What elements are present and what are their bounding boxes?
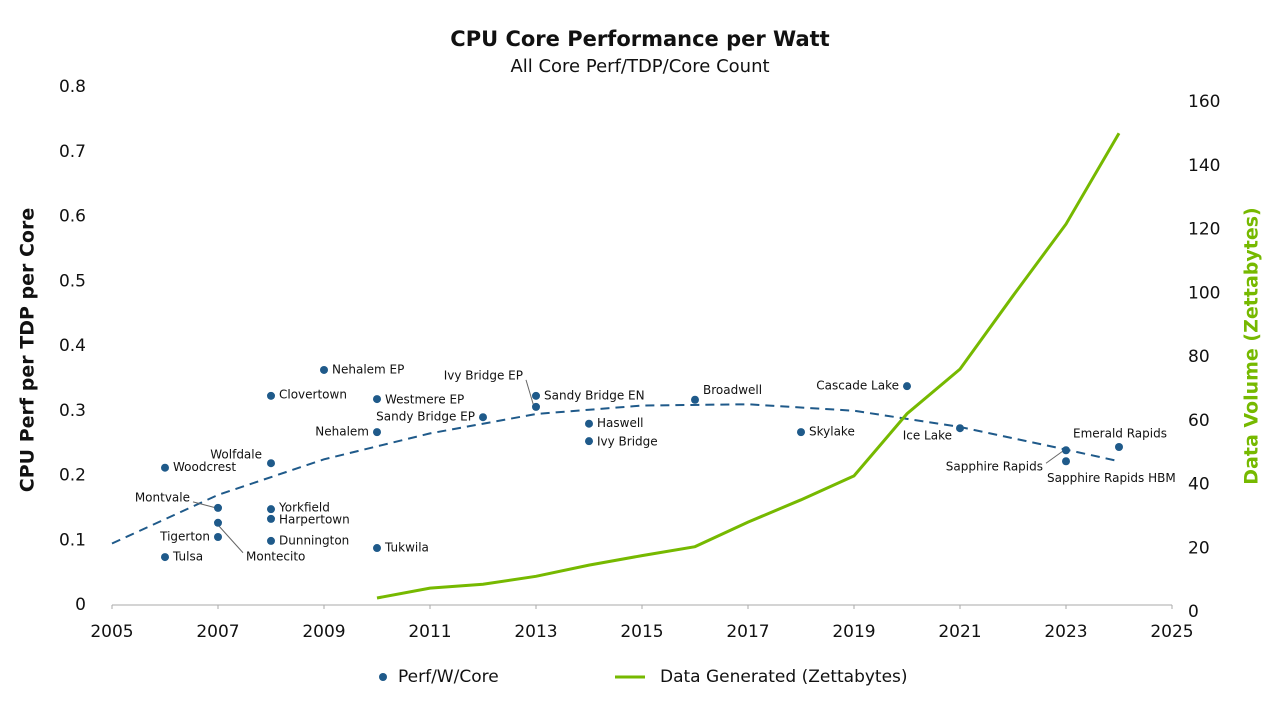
point-label: Clovertown xyxy=(279,387,347,401)
leader-line xyxy=(192,501,217,509)
data-point xyxy=(373,428,381,437)
data-point xyxy=(532,402,540,411)
data-point xyxy=(214,518,222,527)
trend-line xyxy=(111,403,1120,545)
x-tick-label: 2021 xyxy=(938,622,981,642)
data-line xyxy=(376,132,1121,600)
data-point xyxy=(214,503,222,512)
y2-axis-label: Data Volume (Zettabytes) xyxy=(1241,207,1263,484)
x-tick-label: 2009 xyxy=(302,622,345,642)
chart-subtitle: All Core Perf/TDP/Core Count xyxy=(510,56,769,77)
y2-tick-label: 160 xyxy=(1188,92,1220,112)
y2-tick-label: 20 xyxy=(1188,538,1210,558)
x-tick-label: 2007 xyxy=(196,622,239,642)
y2-tick-label: 140 xyxy=(1188,156,1220,176)
y-tick-label: 0.6 xyxy=(59,207,86,227)
x-tick-label: 2005 xyxy=(90,622,133,642)
legend-marker xyxy=(379,673,387,681)
data-point xyxy=(585,419,593,428)
data-point xyxy=(532,391,540,400)
y2-tick-label: 80 xyxy=(1188,347,1210,367)
y-tick-label: 0.3 xyxy=(59,401,86,421)
x-tick-label: 2025 xyxy=(1150,622,1193,642)
point-label: Tukwila xyxy=(384,541,429,555)
y2-tick-label: 40 xyxy=(1188,475,1210,495)
data-point xyxy=(691,395,699,404)
chart-title: CPU Core Performance per Watt xyxy=(450,27,829,51)
data-point xyxy=(161,553,169,562)
x-tick-label: 2019 xyxy=(832,622,875,642)
point-label: Ivy Bridge EP xyxy=(444,368,523,382)
y-axis-label: CPU Perf per TDP per Core xyxy=(17,208,39,492)
point-label: Montvale xyxy=(135,490,190,504)
data-point xyxy=(479,413,487,422)
legend-label: Data Generated (Zettabytes) xyxy=(660,667,908,687)
point-label: Westmere EP xyxy=(385,393,464,407)
leader-line xyxy=(525,379,535,408)
data-point xyxy=(267,391,275,400)
legend-label: Perf/W/Core xyxy=(398,667,499,687)
data-point xyxy=(373,544,381,553)
point-label: Sapphire Rapids xyxy=(946,460,1043,474)
data-point xyxy=(267,536,275,545)
y-tick-label: 0 xyxy=(75,595,86,615)
y2-tick-label: 120 xyxy=(1188,220,1220,240)
x-tick-label: 2017 xyxy=(726,622,769,642)
data-point xyxy=(267,505,275,514)
data-point xyxy=(214,533,222,542)
point-label: Ivy Bridge xyxy=(597,435,658,449)
leader-line xyxy=(1045,449,1065,464)
point-label: Tigerton xyxy=(159,530,210,544)
x-tick-label: 2023 xyxy=(1044,622,1087,642)
point-label: Dunnington xyxy=(279,533,349,547)
point-label: Harpertown xyxy=(279,512,350,526)
data-point xyxy=(903,382,911,391)
point-label: Nehalem xyxy=(315,425,369,439)
y-tick-label: 0.8 xyxy=(59,77,86,97)
point-label: Wolfdale xyxy=(210,448,262,462)
data-point xyxy=(797,428,805,437)
y2-tick-label: 60 xyxy=(1188,411,1210,431)
point-label: Sandy Bridge EP xyxy=(376,410,475,424)
data-point xyxy=(1062,457,1070,466)
data-point xyxy=(1115,443,1123,452)
point-label: Montecito xyxy=(246,549,305,563)
point-label: Nehalem EP xyxy=(332,362,404,376)
y-tick-label: 0.4 xyxy=(59,336,86,356)
point-label: Yorkfield xyxy=(278,501,330,515)
point-label: Emerald Rapids xyxy=(1073,427,1167,441)
y-tick-label: 0.5 xyxy=(59,271,86,291)
y-tick-label: 0.1 xyxy=(59,530,86,550)
x-tick-label: 2011 xyxy=(408,622,451,642)
point-label: Broadwell xyxy=(703,383,762,397)
data-point xyxy=(161,463,169,472)
data-point xyxy=(585,437,593,446)
x-tick-label: 2013 xyxy=(514,622,557,642)
data-point xyxy=(1062,446,1070,455)
y2-tick-label: 100 xyxy=(1188,283,1220,303)
x-tick-label: 2015 xyxy=(620,622,663,642)
point-label: Skylake xyxy=(809,425,855,439)
point-label: Sapphire Rapids HBM xyxy=(1047,471,1176,485)
data-point xyxy=(956,424,964,433)
point-label: Cascade Lake xyxy=(816,379,899,393)
y2-tick-label: 0 xyxy=(1188,602,1199,622)
point-label: Tulsa xyxy=(172,550,203,564)
data-point xyxy=(267,514,275,523)
point-label: Haswell xyxy=(597,416,644,430)
data-point xyxy=(373,395,381,404)
point-label: Woodcrest xyxy=(173,460,236,474)
point-label: Sandy Bridge EN xyxy=(544,388,645,402)
point-label: Ice Lake xyxy=(903,429,952,443)
data-point xyxy=(267,459,275,468)
y-tick-label: 0.2 xyxy=(59,466,86,486)
data-point xyxy=(320,365,328,374)
leader-line xyxy=(215,522,244,554)
y-tick-label: 0.7 xyxy=(59,142,86,162)
